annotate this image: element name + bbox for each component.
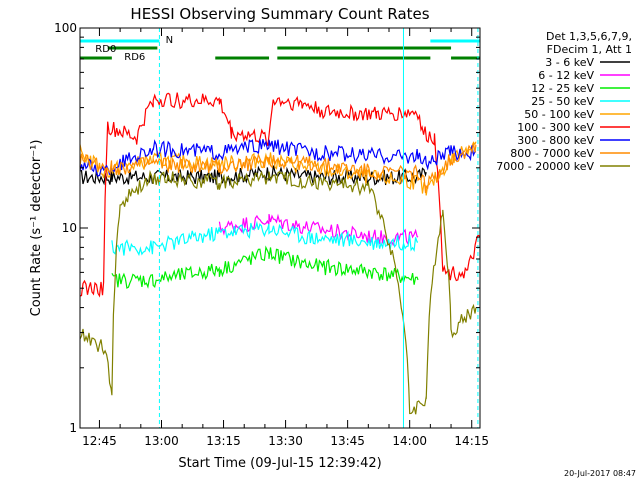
overlays: RD0 N RD6 <box>80 28 480 428</box>
series-300-800-kev <box>79 139 477 177</box>
y-tick-label: 10 <box>62 221 77 235</box>
legend-label-7000-20000-kev: 7000 - 20000 keV <box>496 160 594 173</box>
x-axis: 12:45 13:00 13:15 13:30 13:45 14:00 14:15 <box>82 28 489 448</box>
plot-frame <box>79 27 481 429</box>
chart-title: HESSI Observing Summary Count Rates <box>130 5 429 23</box>
series-25-50-kev <box>111 220 419 257</box>
y-axis: 1 10 100 <box>54 21 480 435</box>
y-axis-label: Count Rate (s⁻¹ detector⁻¹) <box>29 140 44 317</box>
legend-label-6-12-kev: 6 - 12 keV <box>538 69 594 82</box>
x-tick-label: 13:00 <box>144 434 179 448</box>
x-axis-label: Start Time (09-Jul-15 12:39:42) <box>178 456 381 471</box>
x-tick-label: 13:45 <box>330 434 365 448</box>
x-tick-label: 14:15 <box>454 434 489 448</box>
legend-label-100-300-kev: 100 - 300 keV <box>517 121 594 134</box>
legend-label-300-800-kev: 300 - 800 keV <box>517 134 594 147</box>
series-7000-20000-kev <box>79 169 477 415</box>
x-tick-label: 12:45 <box>82 434 117 448</box>
y-tick-label: 100 <box>54 21 77 35</box>
annotation-n: N <box>166 35 173 46</box>
series-6-12-kev <box>218 213 419 247</box>
plot-series <box>79 92 481 415</box>
legend-header-1: Det 1,3,5,6,7,9, <box>546 30 632 43</box>
legend-label-12-25-kev: 12 - 25 keV <box>531 82 594 95</box>
legend-label-50-100-kev: 50 - 100 keV <box>524 108 594 121</box>
series-100-300-kev <box>79 92 481 298</box>
series-3-6-kev <box>79 164 427 187</box>
footer-date: 20-Jul-2017 08:47 <box>564 469 636 478</box>
annotation-rd6: RD6 <box>124 52 145 63</box>
x-tick-label: 13:15 <box>206 434 241 448</box>
series-12-25-kev <box>111 245 419 289</box>
legend-label-3-6-kev: 3 - 6 keV <box>545 56 594 69</box>
x-tick-label: 14:00 <box>392 434 427 448</box>
series-800-7000-kev <box>79 143 477 194</box>
annotation-rd0: RD0 <box>95 44 116 55</box>
legend-header-2: FDecim 1, Att 1 <box>547 43 632 56</box>
legend-label-800-7000-kev: 800 - 7000 keV <box>510 147 594 160</box>
x-tick-label: 13:30 <box>268 434 303 448</box>
y-tick-label: 1 <box>69 421 77 435</box>
legend-label-25-50-kev: 25 - 50 keV <box>531 95 594 108</box>
